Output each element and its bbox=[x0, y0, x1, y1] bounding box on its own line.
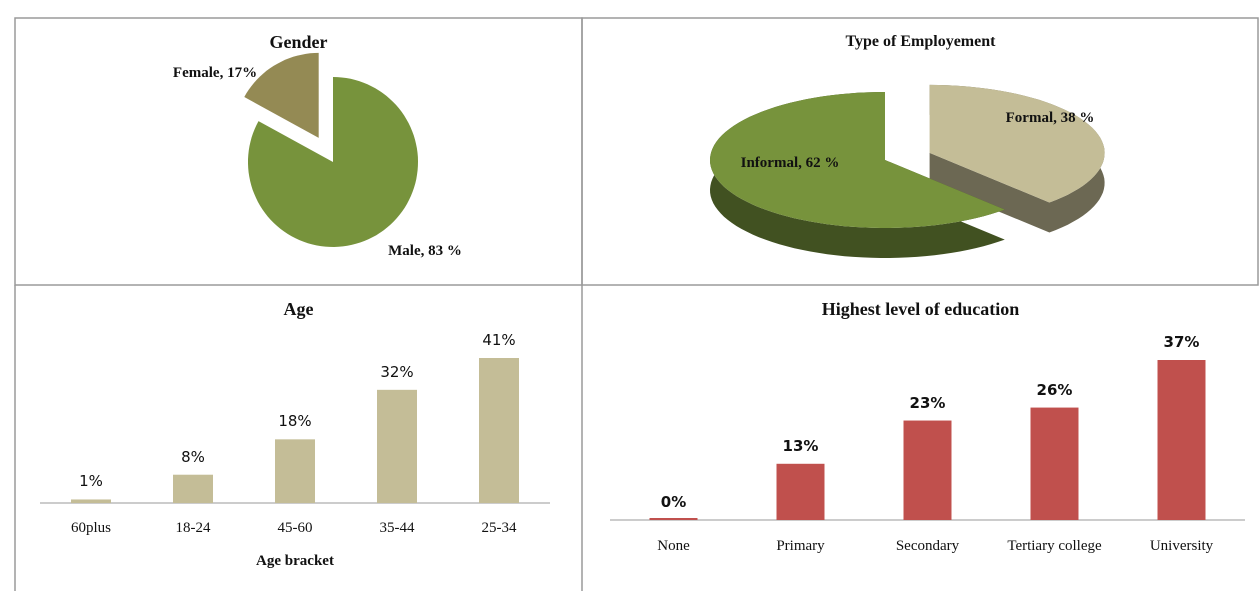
pie-slice bbox=[929, 84, 1105, 203]
value-label: 41% bbox=[482, 331, 516, 349]
bar bbox=[776, 463, 825, 520]
x-tick-label: 35-44 bbox=[379, 520, 415, 536]
bar bbox=[649, 518, 698, 520]
value-label: 13% bbox=[782, 436, 819, 455]
value-label: 0% bbox=[660, 493, 687, 511]
value-label: 32% bbox=[380, 362, 414, 381]
bar bbox=[1030, 407, 1079, 520]
bar bbox=[903, 420, 952, 520]
panel-borders bbox=[14, 17, 1259, 591]
x-tick-label: Primary bbox=[776, 538, 825, 554]
pie-slice bbox=[710, 92, 1005, 228]
x-tick-label: 18-24 bbox=[175, 520, 211, 536]
slice-label: Female, 17% bbox=[172, 65, 258, 81]
panel-border bbox=[581, 17, 1259, 286]
x-tick-label: 25-34 bbox=[481, 520, 517, 536]
slice-label: Formal, 38 % bbox=[1005, 110, 1095, 126]
value-label: 1% bbox=[79, 472, 103, 491]
chart-title: Highest level of education bbox=[821, 299, 1020, 319]
slice-label: Male, 83 % bbox=[388, 243, 462, 259]
chart-title: Type of Employement bbox=[845, 33, 996, 50]
bar bbox=[173, 474, 213, 503]
chart-title: Gender bbox=[269, 32, 328, 52]
pie-slice bbox=[244, 52, 319, 138]
value-label: 37% bbox=[1163, 333, 1200, 351]
value-label: 18% bbox=[278, 412, 312, 431]
x-tick-label: 60plus bbox=[70, 520, 111, 536]
x-tick-label: None bbox=[657, 538, 690, 554]
bar bbox=[1157, 360, 1206, 520]
value-label: 26% bbox=[1036, 380, 1073, 399]
x-tick-label: 45-60 bbox=[277, 520, 313, 536]
x-axis-label: Age bracket bbox=[256, 553, 334, 569]
pie-slice bbox=[248, 77, 418, 247]
x-tick-label: University bbox=[1149, 538, 1214, 554]
value-label: 23% bbox=[909, 393, 946, 412]
bar bbox=[479, 358, 519, 503]
bar bbox=[377, 389, 417, 503]
bar bbox=[71, 499, 111, 503]
bar bbox=[275, 439, 315, 503]
x-tick-label: Secondary bbox=[895, 538, 960, 554]
x-tick-label: Tertiary college bbox=[1007, 538, 1102, 554]
value-label: 8% bbox=[181, 447, 205, 466]
slice-label: Informal, 62 % bbox=[740, 155, 840, 171]
chart-title: Age bbox=[283, 299, 314, 319]
